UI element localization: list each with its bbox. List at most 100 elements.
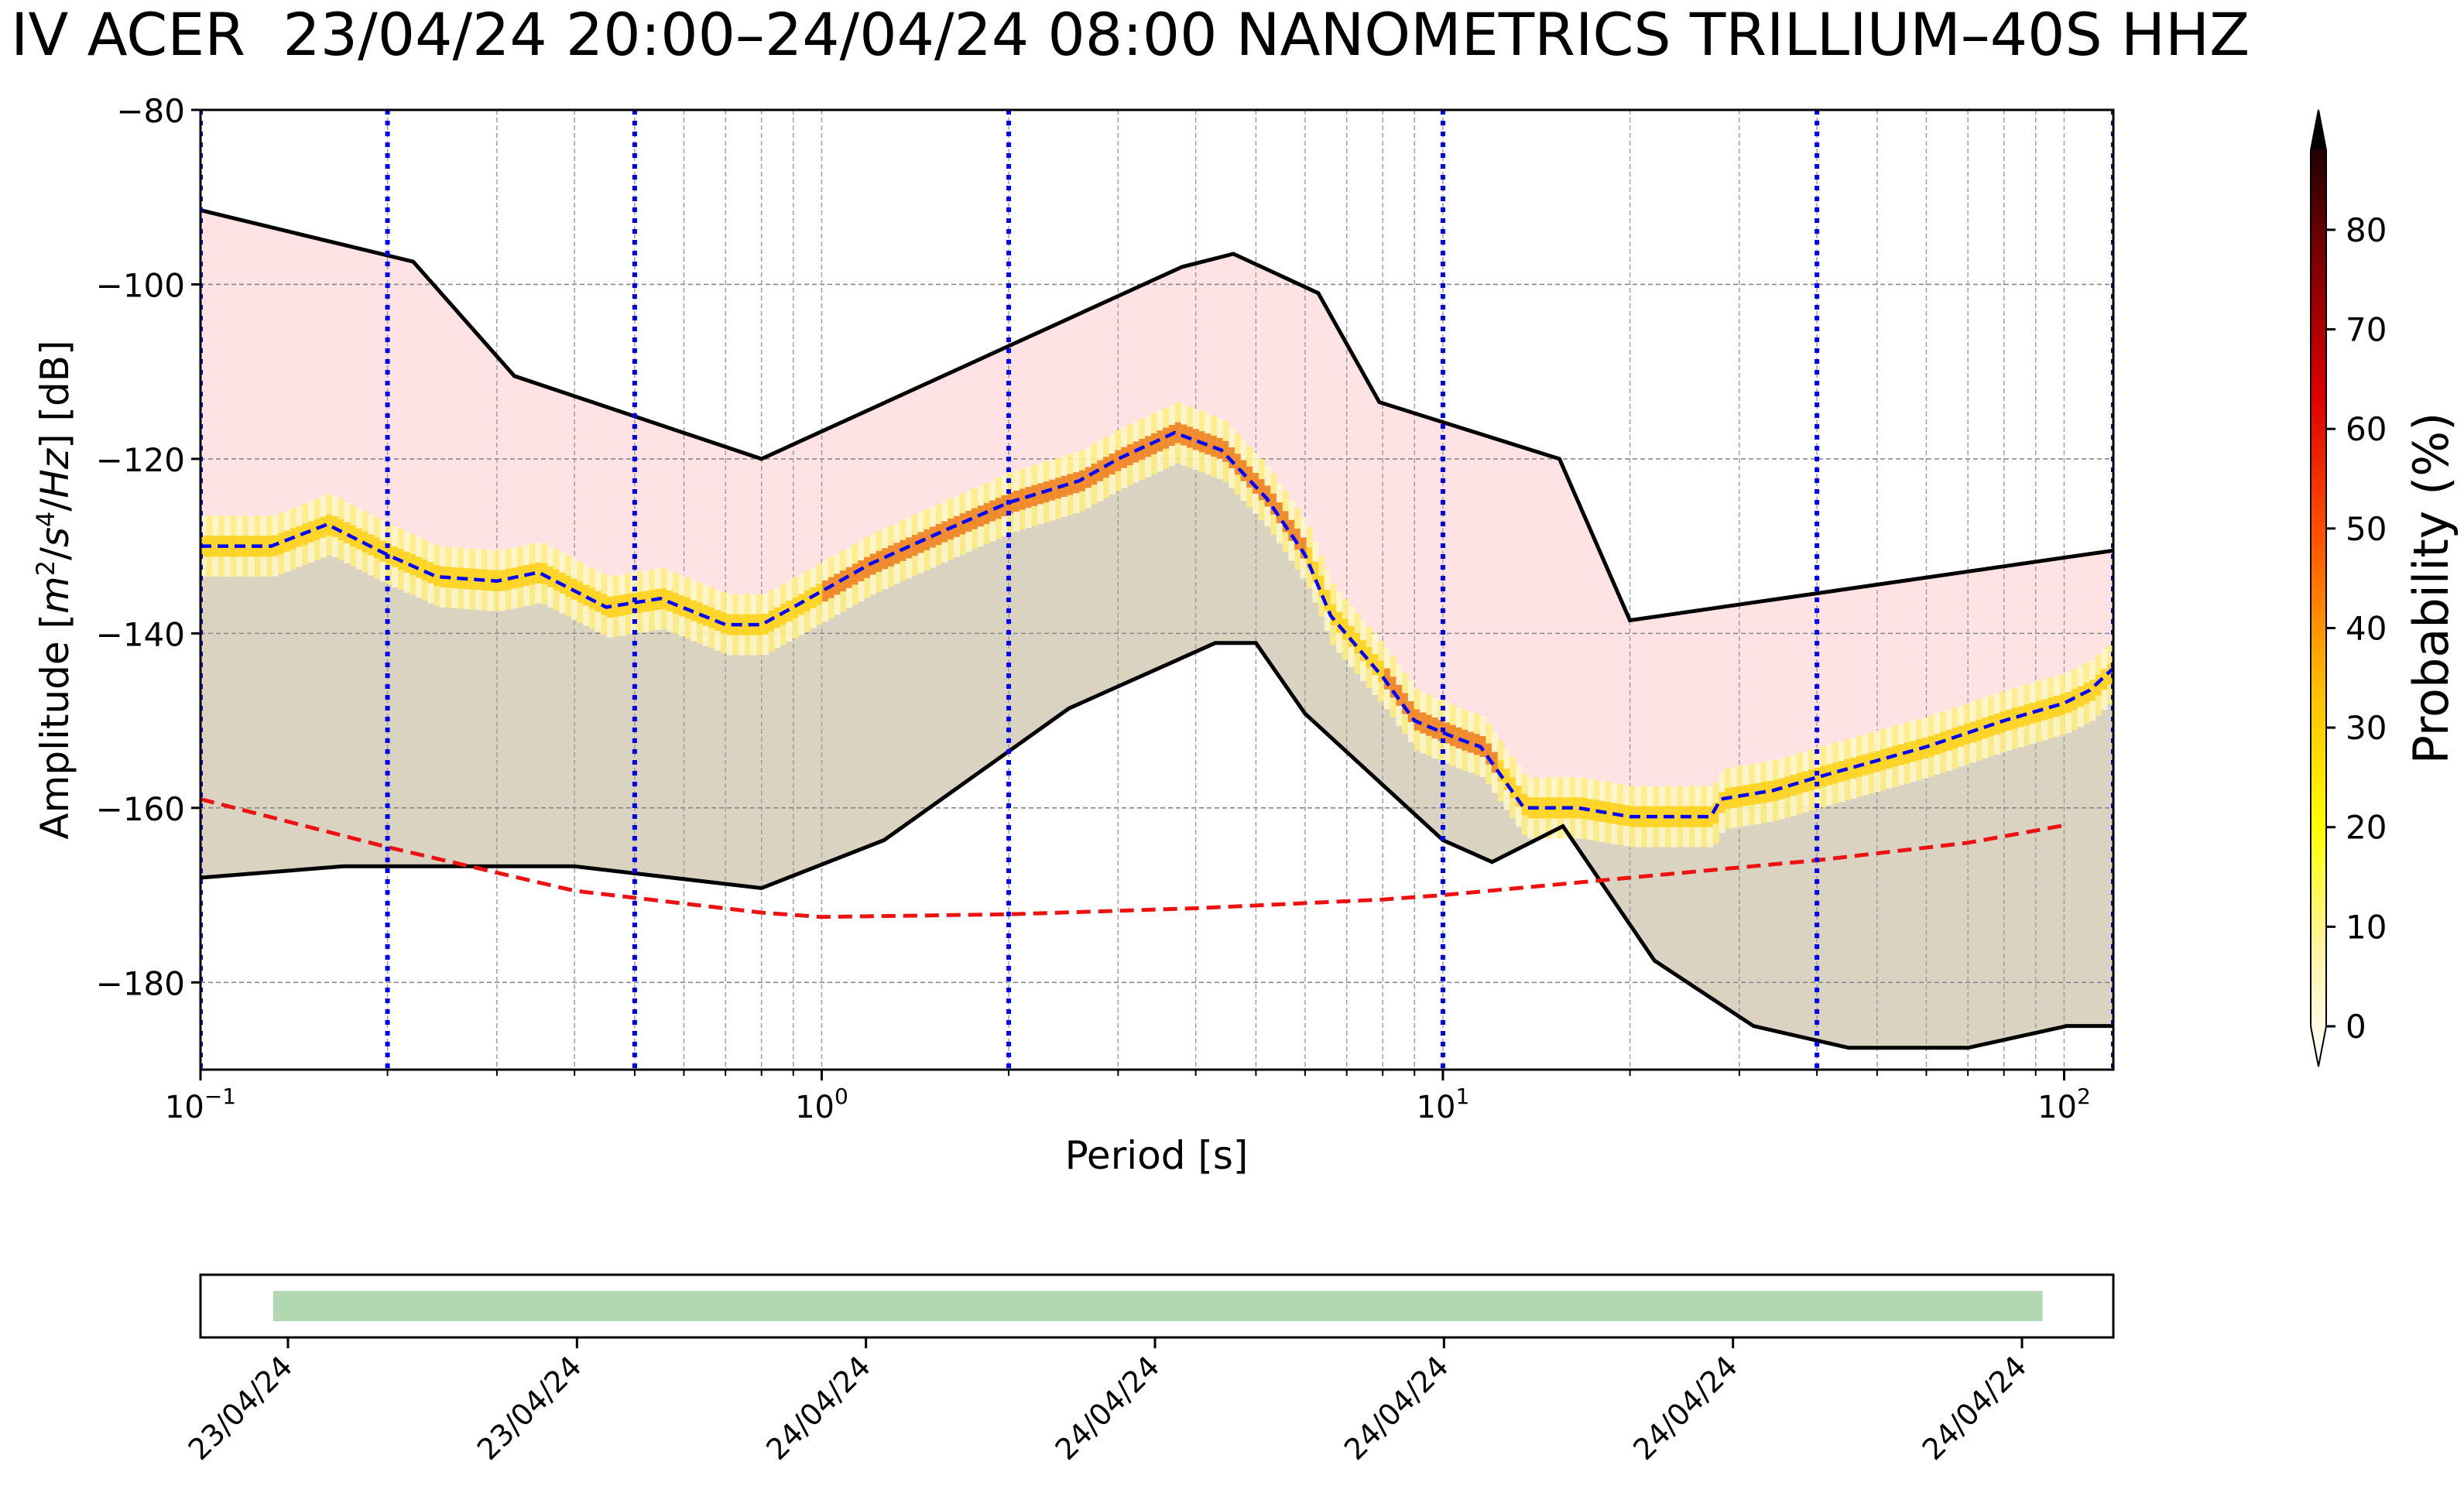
probability-cell <box>1205 433 1211 455</box>
probability-cell <box>864 556 871 578</box>
probability-cell <box>1312 561 1319 583</box>
probability-cell <box>230 536 237 557</box>
plot-frame <box>199 108 2115 1071</box>
probability-cell <box>1880 749 1887 771</box>
y-tick-label: −180 <box>96 964 185 1002</box>
probability-cell <box>1575 797 1582 819</box>
colorbar-tick-label: 40 <box>2346 609 2387 647</box>
probability-cell <box>1862 754 1869 776</box>
probability-cell <box>1521 794 1528 816</box>
probability-cell <box>1491 752 1499 773</box>
probability-cell <box>1324 590 1331 611</box>
probability-cell <box>344 522 351 543</box>
probability-cell <box>434 564 440 586</box>
probability-cell <box>1706 806 1714 827</box>
probability-cell <box>660 587 667 609</box>
probability-cell <box>631 592 638 614</box>
probability-cell <box>2107 663 2113 685</box>
y-tick-label: −160 <box>96 790 185 828</box>
probability-cell <box>1001 495 1008 516</box>
probability-cell <box>2101 669 2108 690</box>
probability-cell <box>1348 625 1355 647</box>
probability-cell <box>1306 547 1313 569</box>
probability-cell <box>1360 639 1367 661</box>
probability-cell <box>1174 422 1181 443</box>
y-tick-label: −120 <box>96 441 185 479</box>
timeline-tick-label: 23/04/24 <box>471 1349 588 1467</box>
probability-cell <box>595 591 601 612</box>
probability-cell <box>726 614 733 635</box>
probability-cell <box>1390 676 1396 698</box>
probability-cell <box>792 597 799 618</box>
probability-cell <box>1993 714 2000 735</box>
x-tick-label: 102 <box>2037 1084 2091 1125</box>
probability-cell <box>1067 474 1074 495</box>
timeline-tick-label: 23/04/24 <box>182 1349 300 1467</box>
probability-cell <box>260 536 267 557</box>
data-coverage-timeline: 23/04/24 23/04/24 24/04/24 24/04/24 24/04/24… <box>182 1273 2115 1467</box>
probability-cell <box>1240 460 1247 481</box>
probability-cell <box>1396 684 1403 706</box>
probability-cell <box>1264 485 1271 507</box>
probability-cell <box>1270 493 1277 515</box>
probability-cell <box>1688 806 1695 827</box>
colorbar-tick-label: 10 <box>2346 908 2387 946</box>
upper-band-fill <box>200 210 2113 817</box>
probability-cell <box>1222 440 1229 462</box>
probability-cell <box>1719 792 1725 813</box>
probability-cell <box>499 570 506 591</box>
probability-cell <box>1623 805 1630 827</box>
timeline-tick-label: 24/04/24 <box>759 1349 877 1467</box>
y-tick-label: −140 <box>96 615 185 653</box>
probability-cell <box>1641 806 1648 827</box>
probability-cell <box>469 568 476 590</box>
colorbar: 0 10 20 30 40 50 60 70 80 Probability (%) <box>2310 109 2459 1067</box>
probability-cell <box>1407 701 1414 723</box>
probability-cell <box>1336 611 1343 633</box>
probability-cell <box>1276 502 1283 524</box>
colorbar-body <box>2310 109 2327 1067</box>
x-tick-label: 101 <box>1417 1084 1470 1125</box>
probability-cell <box>553 569 560 591</box>
probability-cell <box>1253 472 1259 494</box>
probability-cell <box>1677 806 1684 827</box>
probability-cell <box>1468 731 1475 753</box>
probability-cell <box>326 514 333 536</box>
mode-curve <box>200 430 2113 819</box>
probability-cell <box>1037 483 1044 505</box>
probability-cell <box>989 500 996 522</box>
colorbar-label: Probability (%) <box>2403 413 2459 765</box>
probability-cell <box>403 551 410 573</box>
probability-cell <box>1234 454 1242 475</box>
probability-cell <box>535 562 542 584</box>
probability-cell <box>643 591 649 612</box>
colorbar-tick-label: 50 <box>2346 510 2387 548</box>
probability-cell <box>893 543 900 564</box>
probability-cell <box>296 526 303 547</box>
probability-cell <box>2095 674 2102 696</box>
probability-cell <box>911 534 919 556</box>
probability-cell <box>1372 654 1379 676</box>
probability-cell <box>1342 618 1349 640</box>
probability-cell <box>1767 781 1773 803</box>
probability-cell <box>355 528 362 550</box>
timeline-tick-label: 24/04/24 <box>1626 1349 1744 1467</box>
probability-cell <box>1282 511 1289 532</box>
probability-cell <box>2089 680 2096 701</box>
probability-cell <box>1814 767 1821 789</box>
probability-cell <box>924 529 930 550</box>
probability-cell <box>708 607 715 628</box>
probability-cell <box>1354 632 1361 654</box>
probability-cell <box>2041 699 2048 721</box>
probability-cell <box>1420 712 1427 734</box>
probability-cell <box>1085 467 1091 488</box>
probability-cell <box>1712 803 1719 824</box>
probability-cell <box>1928 735 1935 757</box>
probability-cell <box>2011 707 2018 729</box>
probability-cell <box>1366 647 1373 669</box>
y-tick-label: −100 <box>96 266 185 304</box>
probability-cell <box>212 536 219 557</box>
probability-cell <box>804 591 811 612</box>
probability-cell <box>1019 488 1026 510</box>
probability-cell <box>756 614 763 635</box>
